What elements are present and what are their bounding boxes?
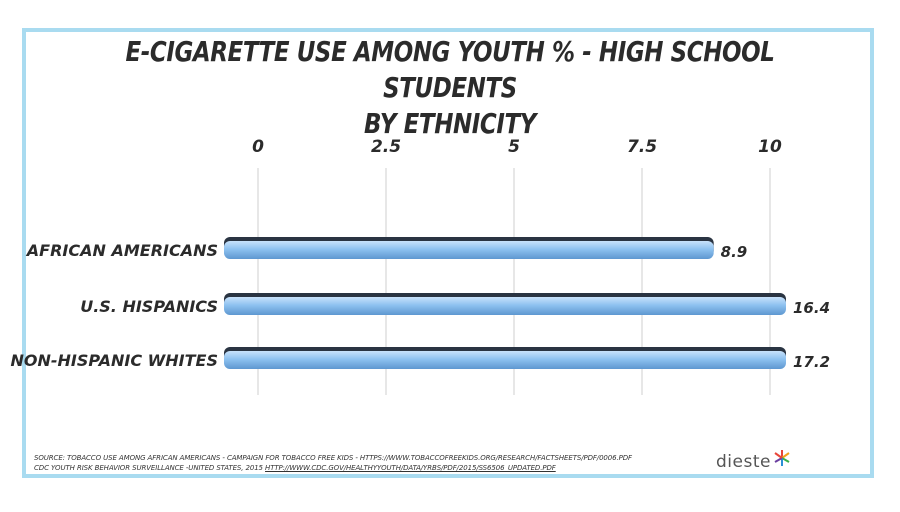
source-link[interactable]: HTTP://WWW.CDC.GOV/HEALTHYYOUTH/DATA/YRB…: [265, 464, 556, 472]
x-tick-label: 0: [252, 137, 264, 157]
category-label: U.S. HISPANICS: [80, 297, 218, 316]
dieste-logo: dieste: [716, 450, 791, 472]
chart-title-line2: BY ETHNICITY: [364, 107, 536, 140]
category-label: NON-HISPANIC WHITES: [10, 351, 218, 370]
chart-title: E-CIGARETTE USE AMONG YOUTH % - HIGH SCH…: [81, 34, 819, 142]
x-tick-label: 2.5: [371, 137, 401, 157]
bar: [224, 351, 786, 369]
chart-title-line1: E-CIGARETTE USE AMONG YOUTH % - HIGH SCH…: [125, 35, 775, 104]
source-note: SOURCE: TOBACCO USE AMONG AFRICAN AMERIC…: [34, 453, 634, 473]
bar: [224, 241, 714, 259]
value-label: 8.9: [721, 243, 748, 261]
bar: [224, 297, 786, 315]
source-line-2: CDC YOUTH RISK BEHAVIOR SURVEILLANCE -UN…: [34, 463, 634, 473]
value-label: 16.4: [793, 299, 830, 317]
value-labels: 8.9 16.4 17.2: [721, 243, 830, 371]
source-line-2-text: CDC YOUTH RISK BEHAVIOR SURVEILLANCE -UN…: [34, 464, 266, 472]
logo-star-icon: [774, 450, 790, 466]
source-line-1: SOURCE: TOBACCO USE AMONG AFRICAN AMERIC…: [34, 454, 632, 462]
x-tick-label: 5: [508, 137, 520, 157]
bars: [224, 237, 786, 369]
x-tick-label: 10: [758, 137, 782, 157]
value-label: 17.2: [793, 353, 830, 371]
logo-text: dieste: [716, 452, 771, 472]
x-tick-label: 7.5: [627, 137, 657, 157]
category-labels: AFRICAN AMERICANS U.S. HISPANICS NON-HISPA…: [10, 241, 218, 370]
x-axis-ticks: 0 2.5 5 7.5 10: [252, 137, 782, 157]
category-label: AFRICAN AMERICANS: [25, 241, 218, 260]
